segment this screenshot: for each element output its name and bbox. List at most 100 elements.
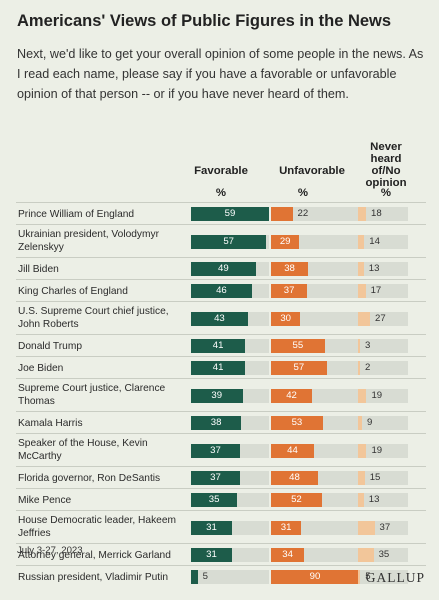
never-heard-bar [358,262,364,276]
never-heard-value-label: 13 [368,263,380,274]
never-heard-bar-track: 15 [358,471,408,485]
never-heard-value-label: 3 [365,340,371,351]
row-label: Speaker of the House, Kevin McCarthy [18,438,148,462]
unfavorable-bar [271,312,301,326]
never-heard-value-label: 13 [368,494,380,505]
never-heard-bar-track: 17 [358,284,408,298]
favorable-bar-track: 59 [191,207,269,221]
favorable-bar [191,570,198,584]
unfavorable-bar [271,235,300,249]
unfavorable-bar-track: 90 [271,570,359,584]
favorable-bar-track: 46 [191,284,269,298]
favorable-value-label: 31 [206,549,217,560]
favorable-bar-track: 43 [191,312,269,326]
unfavorable-bar-track: 38 [271,262,359,276]
unfavorable-bar-track: 34 [271,548,359,562]
row-label: Mike Pence [18,495,72,506]
never-heard-bar [358,284,366,298]
never-heard-bar [358,312,371,326]
unfavorable-bar [271,521,302,535]
never-heard-header: Never heard of/No opinion [365,141,407,189]
table-row: Kamala Harris 38 53 9 [16,411,426,434]
table-row: Attorney general, Merrick Garland 31 34 35 [16,543,426,566]
never-heard-bar [358,548,374,562]
table-row: Ukrainian president, Volodymyr Zelenskyy… [16,224,426,258]
unfavorable-header: Unfavorable [279,165,345,177]
never-heard-bar [358,493,364,507]
favorable-bar [191,471,240,485]
unfavorable-bar [271,262,309,276]
favorable-bar [191,444,240,458]
favorable-value-label: 37 [210,445,221,456]
never-heard-bar-track: 13 [358,493,408,507]
unfavorable-value-label: 30 [280,313,291,324]
favorable-value-label: 37 [210,472,221,483]
favorable-value-label: 35 [208,494,220,505]
table-row: Donald Trump 41 55 3 [16,334,426,357]
favorable-bar-track: 5 [191,570,269,584]
table-row: King Charles of England 46 37 17 [16,279,426,302]
favorable-header: Favorable [194,165,248,177]
favorable-bar-track: 31 [191,521,269,535]
unfavorable-bar [271,493,322,507]
unfavorable-bar [271,389,313,403]
never-heard-bar-track: 37 [358,521,408,535]
unfavorable-bar-track: 42 [271,389,359,403]
never-heard-bar-track: 19 [358,444,408,458]
row-label: King Charles of England [18,286,128,297]
never-heard-bar [358,444,367,458]
unfavorable-bar [271,416,323,430]
favorable-bar [191,361,246,375]
table-row: Russian president, Vladimir Putin 5 90 5 [16,565,426,588]
unfavorable-bar [271,207,293,221]
favorable-bar-track: 38 [191,416,269,430]
never-heard-bar-track: 14 [358,235,408,249]
favorable-bar [191,262,256,276]
unfavorable-value-label: 48 [289,472,300,483]
never-heard-bar-track: 19 [358,389,408,403]
unfavorable-bar-track: 57 [271,361,359,375]
unfavorable-bar-track: 30 [271,312,359,326]
never-heard-value-label: 14 [369,236,380,247]
never-heard-bar [358,416,362,430]
favorable-bar-track: 39 [191,389,269,403]
unfavorable-bar-track: 52 [271,493,359,507]
never-heard-bar-track: 5 [358,570,408,584]
gallup-logo: GALLUP [365,570,425,585]
unfavorable-value-label: 42 [286,390,297,401]
row-label: House Democratic leader, Hakeem Jeffries [18,515,176,539]
favorable-bar [191,284,252,298]
never-heard-value-label: 9 [367,417,373,428]
never-heard-value-label: 19 [371,445,383,456]
favorable-value-label: 39 [211,390,223,401]
never-heard-bar [358,339,360,353]
never-heard-value-label: 15 [369,472,381,483]
favorable-value-label: 59 [224,208,236,219]
unfavorable-bar-track: 22 [271,207,359,221]
unfavorable-bar [271,548,305,562]
never-heard-bar [358,570,361,584]
favorable-bar-track: 35 [191,493,269,507]
favorable-bar-track: 57 [191,235,269,249]
row-label: Prince William of England [18,209,135,220]
never-heard-bar [358,361,360,375]
never-heard-value-label: 2 [365,362,371,373]
never-heard-bar [358,521,375,535]
unfavorable-bar [271,471,318,485]
favorable-value-label: 38 [210,417,222,428]
unfavorable-value-label: 22 [297,208,309,219]
row-label: Kamala Harris [18,418,83,429]
favorable-bar-track: 49 [191,262,269,276]
table-row: U.S. Supreme Court chief justice, John R… [16,301,426,335]
row-label: U.S. Supreme Court chief justice, John R… [18,306,169,330]
chart-subtitle: Next, we'd like to get your overall opin… [17,47,424,101]
favorable-value-label: 46 [216,285,227,296]
table-row: Supreme Court justice, Clarence Thomas 39… [16,378,426,412]
favorable-value-label: 49 [218,263,229,274]
unfavorable-value-label: 57 [293,362,305,373]
row-label: Ukrainian president, Volodymyr Zelenskyy [18,229,159,253]
unfavorable-value-label: 55 [292,340,304,351]
never-heard-value-label: 37 [379,522,391,533]
never-heard-bar [358,471,365,485]
never-heard-value-label: 5 [365,571,371,582]
